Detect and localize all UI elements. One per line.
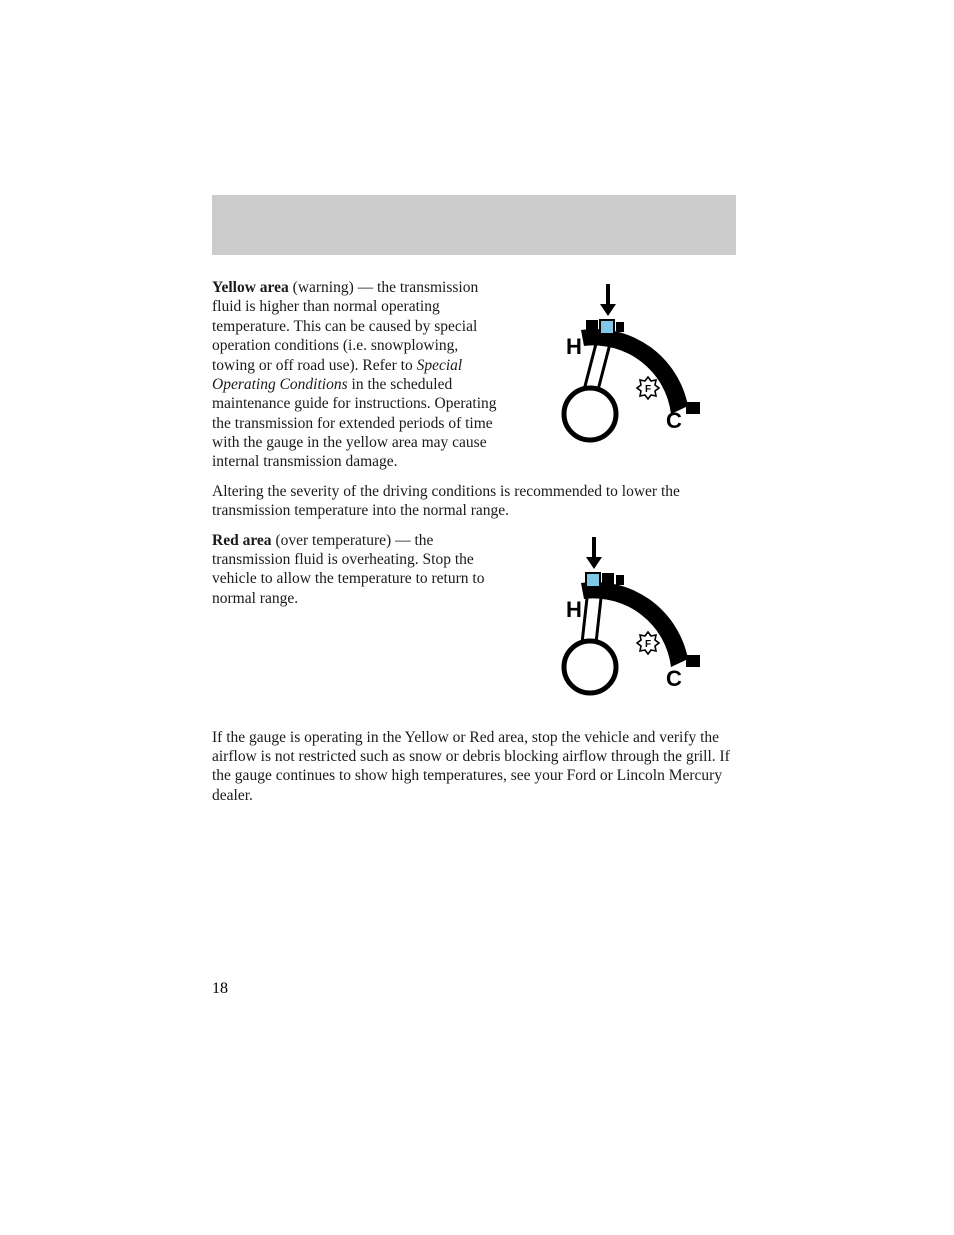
closing-paragraph: If the gauge is operating in the Yellow … bbox=[212, 728, 736, 806]
gauge-notch-cold bbox=[686, 402, 700, 414]
yellow-area-section: Yellow area (warning) — the transmission… bbox=[212, 278, 736, 472]
yellow-area-label: Yellow area bbox=[212, 279, 289, 296]
svg-text:F: F bbox=[645, 384, 651, 395]
gauge-icon: H C F bbox=[526, 531, 726, 706]
header-band bbox=[212, 195, 736, 255]
gauge-label-cold: C bbox=[666, 408, 682, 433]
yellow-gauge-figure: H C F bbox=[516, 278, 736, 453]
gauge-indicator-icon bbox=[586, 573, 600, 587]
red-area-paren: (over temperature) bbox=[275, 532, 391, 549]
gauge-warning-icon: F bbox=[637, 632, 659, 654]
gauge-bulb-icon bbox=[564, 641, 616, 693]
gauge-label-cold: C bbox=[666, 666, 682, 691]
gauge-notch-mid bbox=[616, 575, 624, 585]
page-number: 18 bbox=[212, 980, 228, 998]
gauge-label-hot: H bbox=[566, 334, 582, 359]
yellow-area-text: Yellow area (warning) — the transmission… bbox=[212, 278, 502, 472]
gauge-warning-icon: F bbox=[637, 377, 659, 399]
gauge-notch-cold bbox=[686, 655, 700, 667]
gauge-bulb-icon bbox=[564, 388, 616, 440]
gauge-notch-mid bbox=[616, 322, 624, 332]
gauge-notch-hot bbox=[586, 320, 598, 334]
gauge-notch-hot bbox=[602, 573, 614, 587]
gauge-indicator-icon bbox=[600, 320, 614, 334]
gauge-icon: H C F bbox=[526, 278, 726, 453]
gauge-label-hot: H bbox=[566, 597, 582, 622]
red-area-section: Red area (over temperature) — the transm… bbox=[212, 531, 736, 706]
red-area-text: Red area (over temperature) — the transm… bbox=[212, 531, 502, 609]
red-area-label: Red area bbox=[212, 532, 272, 549]
gauge-arrow-icon bbox=[600, 284, 616, 316]
red-gauge-figure: H C F bbox=[516, 531, 736, 706]
gauge-arrow-icon bbox=[586, 537, 602, 569]
svg-text:F: F bbox=[645, 639, 651, 650]
page-content: Yellow area (warning) — the transmission… bbox=[212, 278, 736, 815]
middle-paragraph: Altering the severity of the driving con… bbox=[212, 482, 736, 521]
